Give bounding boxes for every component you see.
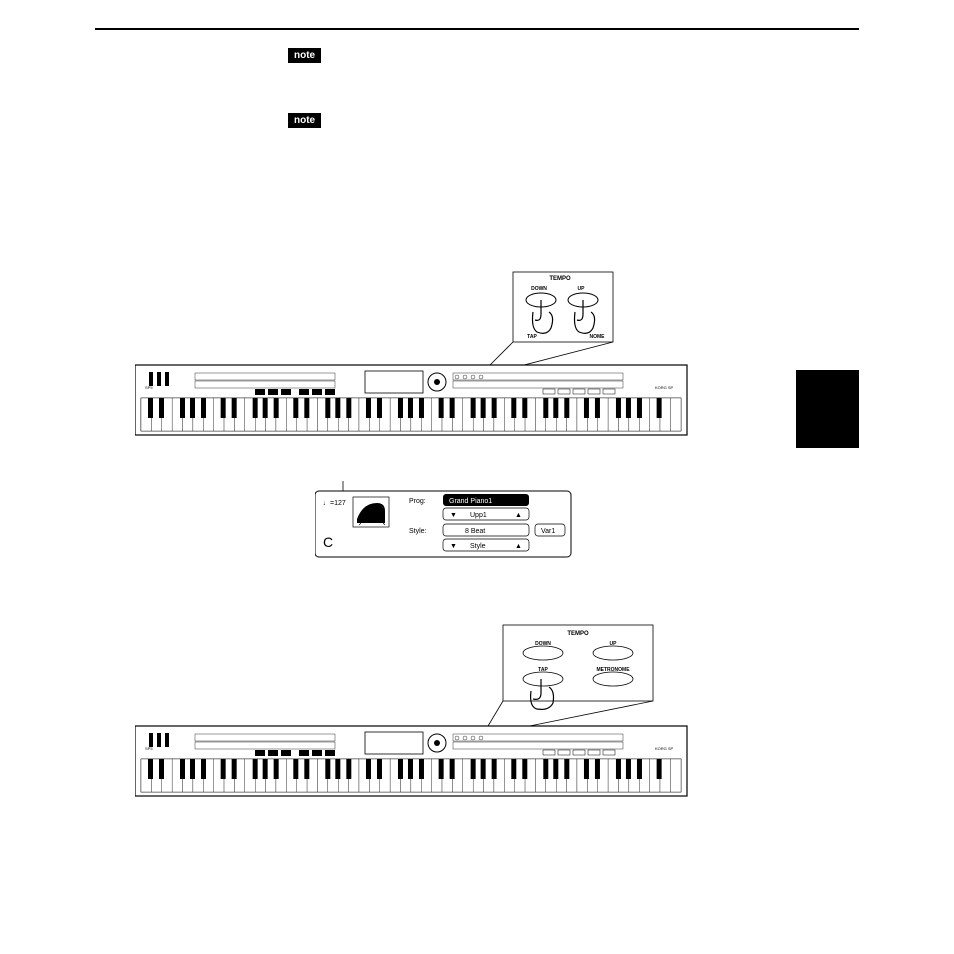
lcd-style-value: 8 Beat	[465, 528, 485, 535]
tempo-callout-1: TEMPO DOWN UP TAP NOME	[485, 272, 613, 370]
callout-title-1: TEMPO	[549, 276, 571, 282]
lcd-tempo-glyph: ♩=127	[323, 500, 346, 507]
callout-down-1: DOWN	[531, 286, 547, 292]
step-2-text: You can also set the tempo by pressing t…	[95, 582, 769, 613]
top-rule	[95, 28, 859, 30]
piano-keys-1	[141, 398, 681, 431]
lcd-prog-label: Prog:	[409, 498, 426, 505]
callout-nome-1: NOME	[590, 334, 606, 340]
svg-text:SP5: SP5	[145, 385, 153, 390]
svg-text:▼: ▼	[450, 512, 457, 519]
keyboard-body-1: SP5	[135, 365, 687, 435]
svg-text:▲: ▲	[515, 543, 522, 550]
callout-tap-1: TAP	[527, 334, 537, 340]
keyboard-illustration-2: TEMPO DOWN UP TAP METRONOME	[135, 623, 859, 811]
note-text-1: While using the Record function to recor…	[333, 69, 769, 99]
callout-title-2: TEMPO	[567, 631, 589, 637]
callout-up-1: UP	[578, 286, 586, 292]
finger-icon	[526, 293, 598, 333]
tempo-callout-2: TEMPO DOWN UP TAP METRONOME	[485, 625, 653, 731]
lcd-style-row: Style	[470, 543, 486, 550]
lcd-style-label: Style:	[409, 528, 427, 535]
note-text-2: For some styles, playing the keyboard ma…	[333, 134, 769, 149]
svg-text:▼: ▼	[450, 543, 457, 550]
note-badge-2: note	[288, 113, 321, 128]
lcd-chord: C	[323, 534, 333, 550]
side-tab	[796, 370, 859, 448]
section-intro: You can change the tempo of the style pl…	[95, 191, 769, 206]
svg-text:KORG SP: KORG SP	[655, 385, 674, 390]
header-caption: Playing	[826, 12, 859, 23]
keyboard-illustration-1: TEMPO DOWN UP TAP NOME	[135, 270, 859, 448]
section-heading: Changing the style playback tempo	[95, 163, 859, 181]
svg-text:SP5: SP5	[145, 746, 153, 751]
lcd-layer: Upp1	[470, 512, 487, 519]
svg-text:KORG SP: KORG SP	[655, 746, 674, 751]
page-number: 45	[847, 920, 859, 932]
lcd-var: Var1	[541, 528, 555, 535]
piano-keys-2	[141, 759, 681, 792]
tempo-pointer-label: Tempo	[333, 462, 859, 471]
step-1-text: Use the TEMPO [UP][DOWN] switches to set…	[95, 214, 769, 260]
keyboard-body-2: SP5	[135, 726, 687, 796]
lcd-prog-value: Grand Piano1	[449, 498, 492, 505]
note-badge-1: note	[288, 48, 321, 63]
svg-text:▲: ▲	[515, 512, 522, 519]
lcd-illustration: ♩=127 C Prog: Grand Piano1 ▼ Upp1 ▲ Styl…	[315, 481, 859, 564]
